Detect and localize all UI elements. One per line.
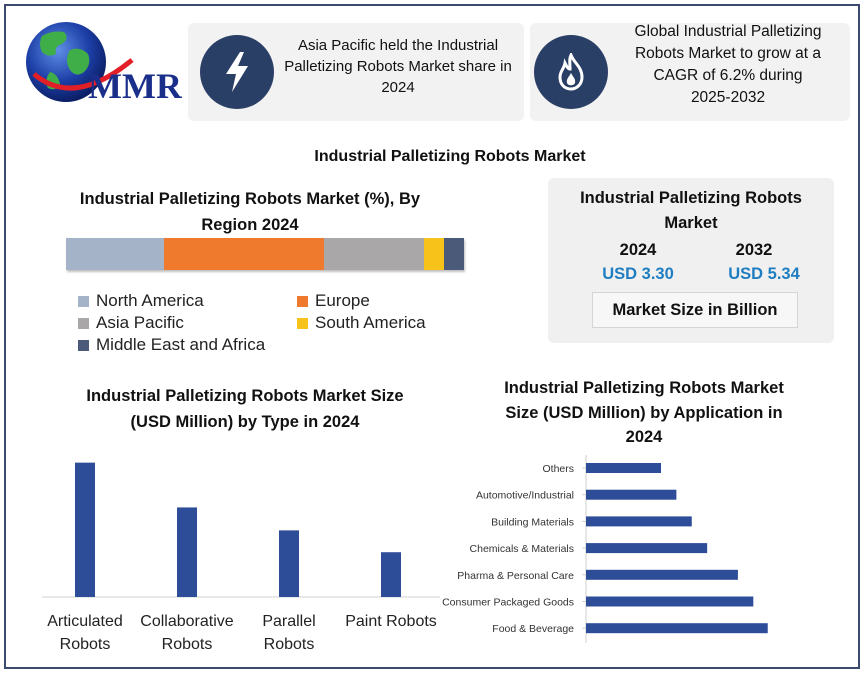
legend-swatch [297, 317, 308, 329]
type-bar-chart: Articulated Robots Collaborative Robots Para… [42, 462, 440, 653]
card-1-line-1: Asia Pacific held the Industrial [297, 37, 499, 54]
info-card-cagr: Global Industrial Palletizing Robots Mar… [530, 23, 850, 121]
x-tick-label: Robots [264, 636, 315, 653]
card-1-line-2: Palletizing Robots Market share in [284, 58, 512, 75]
app-title-line-1: Industrial Palletizing Robots Market [504, 379, 784, 397]
main-title: Industrial Palletizing Robots Market [314, 148, 586, 165]
x-tick-label: Collaborative [140, 613, 233, 630]
legend-asia-pacific: Asia Pacific [78, 313, 184, 333]
region-stacked-bar [66, 238, 464, 270]
legend-middle-east-africa: Middle East and Africa [78, 335, 265, 355]
y-tick-label: Others [542, 463, 574, 475]
application-bar-chart: Others Automotive/Industrial Building Mate… [442, 455, 768, 643]
value-2024: USD 3.30 [602, 265, 674, 283]
region-chart-title: Industrial Palletizing Robots Market (%)… [40, 186, 460, 238]
bar-0 [75, 462, 95, 597]
legend-north-america: North America [78, 291, 204, 311]
info-card-asia-pacific: Asia Pacific held the Industrial Palleti… [188, 23, 524, 121]
region-segment-middle-east-and-africa [444, 238, 464, 270]
bar-1 [177, 507, 197, 597]
legend-swatch [297, 295, 308, 307]
card-2-line-4: 2025-2032 [690, 89, 766, 106]
bar-2 [586, 516, 692, 527]
type-chart-title: Industrial Palletizing Robots Market Siz… [40, 383, 450, 435]
flame-icon [534, 35, 608, 109]
bar-3 [586, 543, 708, 554]
legend-swatch [78, 317, 89, 329]
region-title-line-1: Industrial Palletizing Robots Market (%)… [79, 190, 421, 208]
legend-label: Europe [315, 291, 370, 310]
type-title-line-1: Industrial Palletizing Robots Market Siz… [86, 387, 404, 405]
y-tick-label: Consumer Packaged Goods [442, 597, 574, 609]
mmr-logo: MMR [14, 16, 183, 116]
legend-label: Asia Pacific [96, 313, 184, 332]
legend-label: South America [315, 313, 426, 332]
region-segment-south-america [424, 238, 444, 270]
globe-logo-icon: MMR [26, 22, 183, 106]
market-size-unit: Market Size in Billion [592, 292, 798, 328]
x-tick-label: Robots [162, 636, 213, 653]
market-box-title: Industrial Palletizing Robots Market [548, 186, 834, 236]
bar-6 [586, 623, 768, 634]
market-size-box: Industrial Palletizing Robots Market 202… [548, 178, 834, 343]
app-title-line-3: 2024 [625, 428, 663, 446]
card-1-text: Asia Pacific held the Industrial Palleti… [278, 35, 518, 98]
value-2032: USD 5.34 [728, 265, 800, 283]
legend-label: Middle East and Africa [96, 335, 266, 354]
bar-1 [586, 489, 677, 500]
legend-europe: Europe [297, 291, 370, 311]
card-1-line-3: 2024 [381, 79, 415, 96]
region-segment-europe [164, 238, 324, 270]
outer-frame [4, 4, 860, 669]
x-tick-label: Parallel [262, 613, 315, 630]
year-2024: 2024 [619, 241, 657, 259]
card-2-line-1: Global Industrial Palletizing [634, 23, 822, 40]
card-2-line-3: CAGR of 6.2% during [653, 67, 803, 84]
legend-swatch [78, 295, 89, 307]
market-box-title-line-2: Market [664, 214, 718, 232]
x-tick-label: Articulated [47, 613, 123, 630]
type-title-line-2: (USD Million) by Type in 2024 [130, 413, 360, 431]
x-tick-label: Robots [60, 636, 111, 653]
year-2032: 2032 [735, 241, 773, 259]
bar-3 [381, 552, 401, 597]
y-tick-label: Chemicals & Materials [470, 543, 574, 555]
market-box-title-line-1: Industrial Palletizing Robots [580, 189, 802, 207]
bar-2 [279, 530, 299, 597]
y-tick-label: Pharma & Personal Care [457, 570, 574, 582]
app-title-line-2: Size (USD Million) by Application in [505, 403, 783, 422]
legend-south-america: South America [297, 313, 426, 333]
bar-4 [586, 569, 738, 580]
card-2-text: Global Industrial Palletizing Robots Mar… [612, 21, 844, 109]
logo-text: MMR [88, 66, 182, 106]
x-tick-label: Paint Robots [345, 613, 437, 630]
y-tick-label: Automotive/Industrial [476, 490, 574, 502]
region-segment-north-america [66, 238, 164, 270]
legend-label: North America [96, 291, 204, 310]
legend-swatch [78, 339, 89, 351]
card-2-line-2: Robots Market to grow at a [634, 45, 822, 62]
region-segment-asia-pacific [324, 238, 424, 270]
region-title-line-2: Region 2024 [201, 216, 299, 234]
application-chart-title: Industrial Palletizing Robots Market Siz… [458, 376, 830, 450]
lightning-icon [200, 35, 274, 109]
bar-0 [586, 463, 661, 473]
bar-5 [586, 596, 754, 607]
y-tick-label: Food & Beverage [492, 623, 574, 635]
y-tick-label: Building Materials [491, 516, 574, 528]
